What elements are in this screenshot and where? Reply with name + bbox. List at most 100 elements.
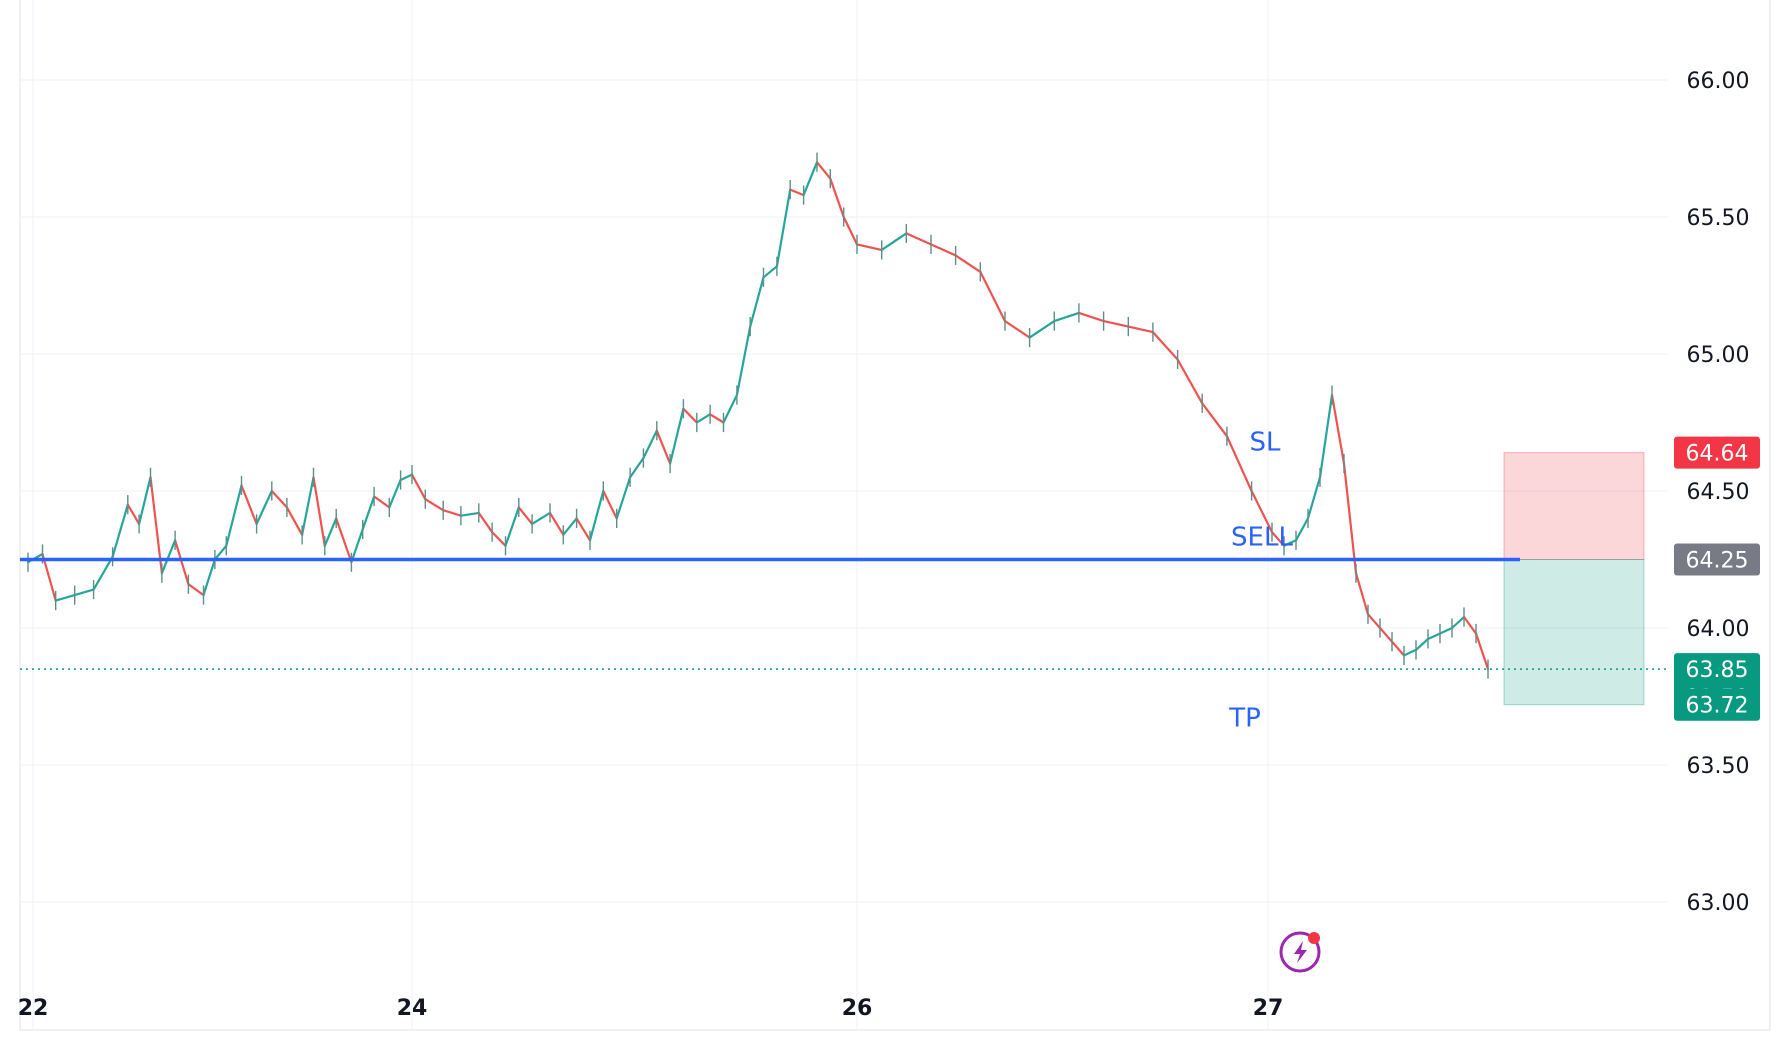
price-segment [399,473,414,482]
price-segment [575,517,592,542]
price-badge [1674,436,1760,469]
price-segment [1366,613,1382,630]
price-segment [174,539,190,586]
x-axis: 22 24 26 27 [18,996,1284,1021]
price-segment [491,530,507,547]
price-segment [111,503,129,558]
price-segment [1426,632,1442,641]
price-segment [388,478,402,509]
price-segment [301,476,315,536]
chart-misc [1279,931,1321,973]
x-tick-label: 22 [18,996,49,1021]
y-tick-label: 65.50 [1687,206,1750,231]
price-segment [1225,435,1253,493]
price-segment [695,413,712,424]
price-segment [954,254,982,273]
price-segment [1318,394,1334,479]
price-segment [1053,311,1081,323]
price-segment [668,407,685,465]
price-segment [588,489,605,542]
notification-dot [1308,932,1320,944]
price-segment [802,161,819,197]
price-segment [548,511,565,536]
price-segment [350,528,364,564]
price-segment [160,539,177,575]
price-segment [213,544,228,561]
price-segment [829,177,845,219]
x-tick-label: 24 [397,996,428,1021]
price-segment [1077,311,1105,323]
price-segment [477,511,494,534]
price-segment [1151,331,1179,361]
price-segment [1462,615,1478,635]
price-segment [270,489,288,509]
price-segment [138,476,152,526]
price-segment [149,476,163,575]
y-tick-label: 64.00 [1687,617,1750,642]
y-tick-label: 63.50 [1687,754,1750,779]
price-segment [1438,626,1454,635]
price-segment [530,511,552,526]
price-segment [628,457,645,479]
price-segment [682,407,698,424]
price-segment [361,495,376,531]
tp-label: TP [1228,704,1261,734]
price-segment [880,232,908,251]
price-segment [905,232,933,246]
price-segment [1342,462,1358,575]
price-segment [762,265,779,279]
price-segment [789,188,805,197]
y-tick-label: 63.00 [1687,891,1750,916]
price-segment [41,552,57,602]
price-segment [1102,320,1130,328]
sell-label: SELL [1231,523,1293,553]
price-segment [73,588,95,597]
y-tick-label: 65.00 [1687,343,1750,368]
price-segment [1474,632,1490,671]
price-segment [323,517,338,547]
price-segment [240,484,258,526]
price-segment [602,489,618,520]
price-segment [373,495,391,509]
price-segment [615,476,632,520]
y-tick-label: 64.50 [1687,480,1750,505]
price-segment [255,489,273,526]
take-profit-zone[interactable] [1503,559,1645,706]
price-segment [815,161,832,180]
sl-label: SL [1250,428,1282,458]
lightning-icon[interactable] [1279,931,1321,973]
price-segment [722,394,739,424]
price-segment [708,413,725,424]
price-segment [335,517,353,564]
price-segment [92,555,114,591]
price-segment [1176,358,1204,405]
price-segment [1127,325,1155,334]
x-tick-label: 27 [1253,996,1284,1021]
stop-loss-zone[interactable] [1503,452,1645,561]
price-segment [517,506,534,526]
price-segment [929,243,957,257]
x-tick-label: 26 [842,996,873,1021]
price-segment [1378,626,1394,643]
price-segment [1282,539,1298,547]
price-segment [749,276,765,328]
price-segment [655,429,672,465]
price-badge-value: 64.64 [1686,442,1749,467]
price-segment [1003,320,1031,339]
price-segment [202,558,216,597]
price-segment [1330,394,1346,465]
price-segment [442,509,462,517]
price-segment [424,498,445,512]
price-segment [504,506,520,547]
chart-marks [26,152,1490,679]
price-segment [1201,402,1229,438]
price-badge-value: 63.85 [1686,658,1749,683]
price-segment [225,484,243,547]
price-segment [1450,615,1466,630]
price-segment [459,511,480,517]
price-segment [285,506,304,536]
price-badge-value: 63.72 [1686,694,1749,719]
price-segment [855,243,883,251]
